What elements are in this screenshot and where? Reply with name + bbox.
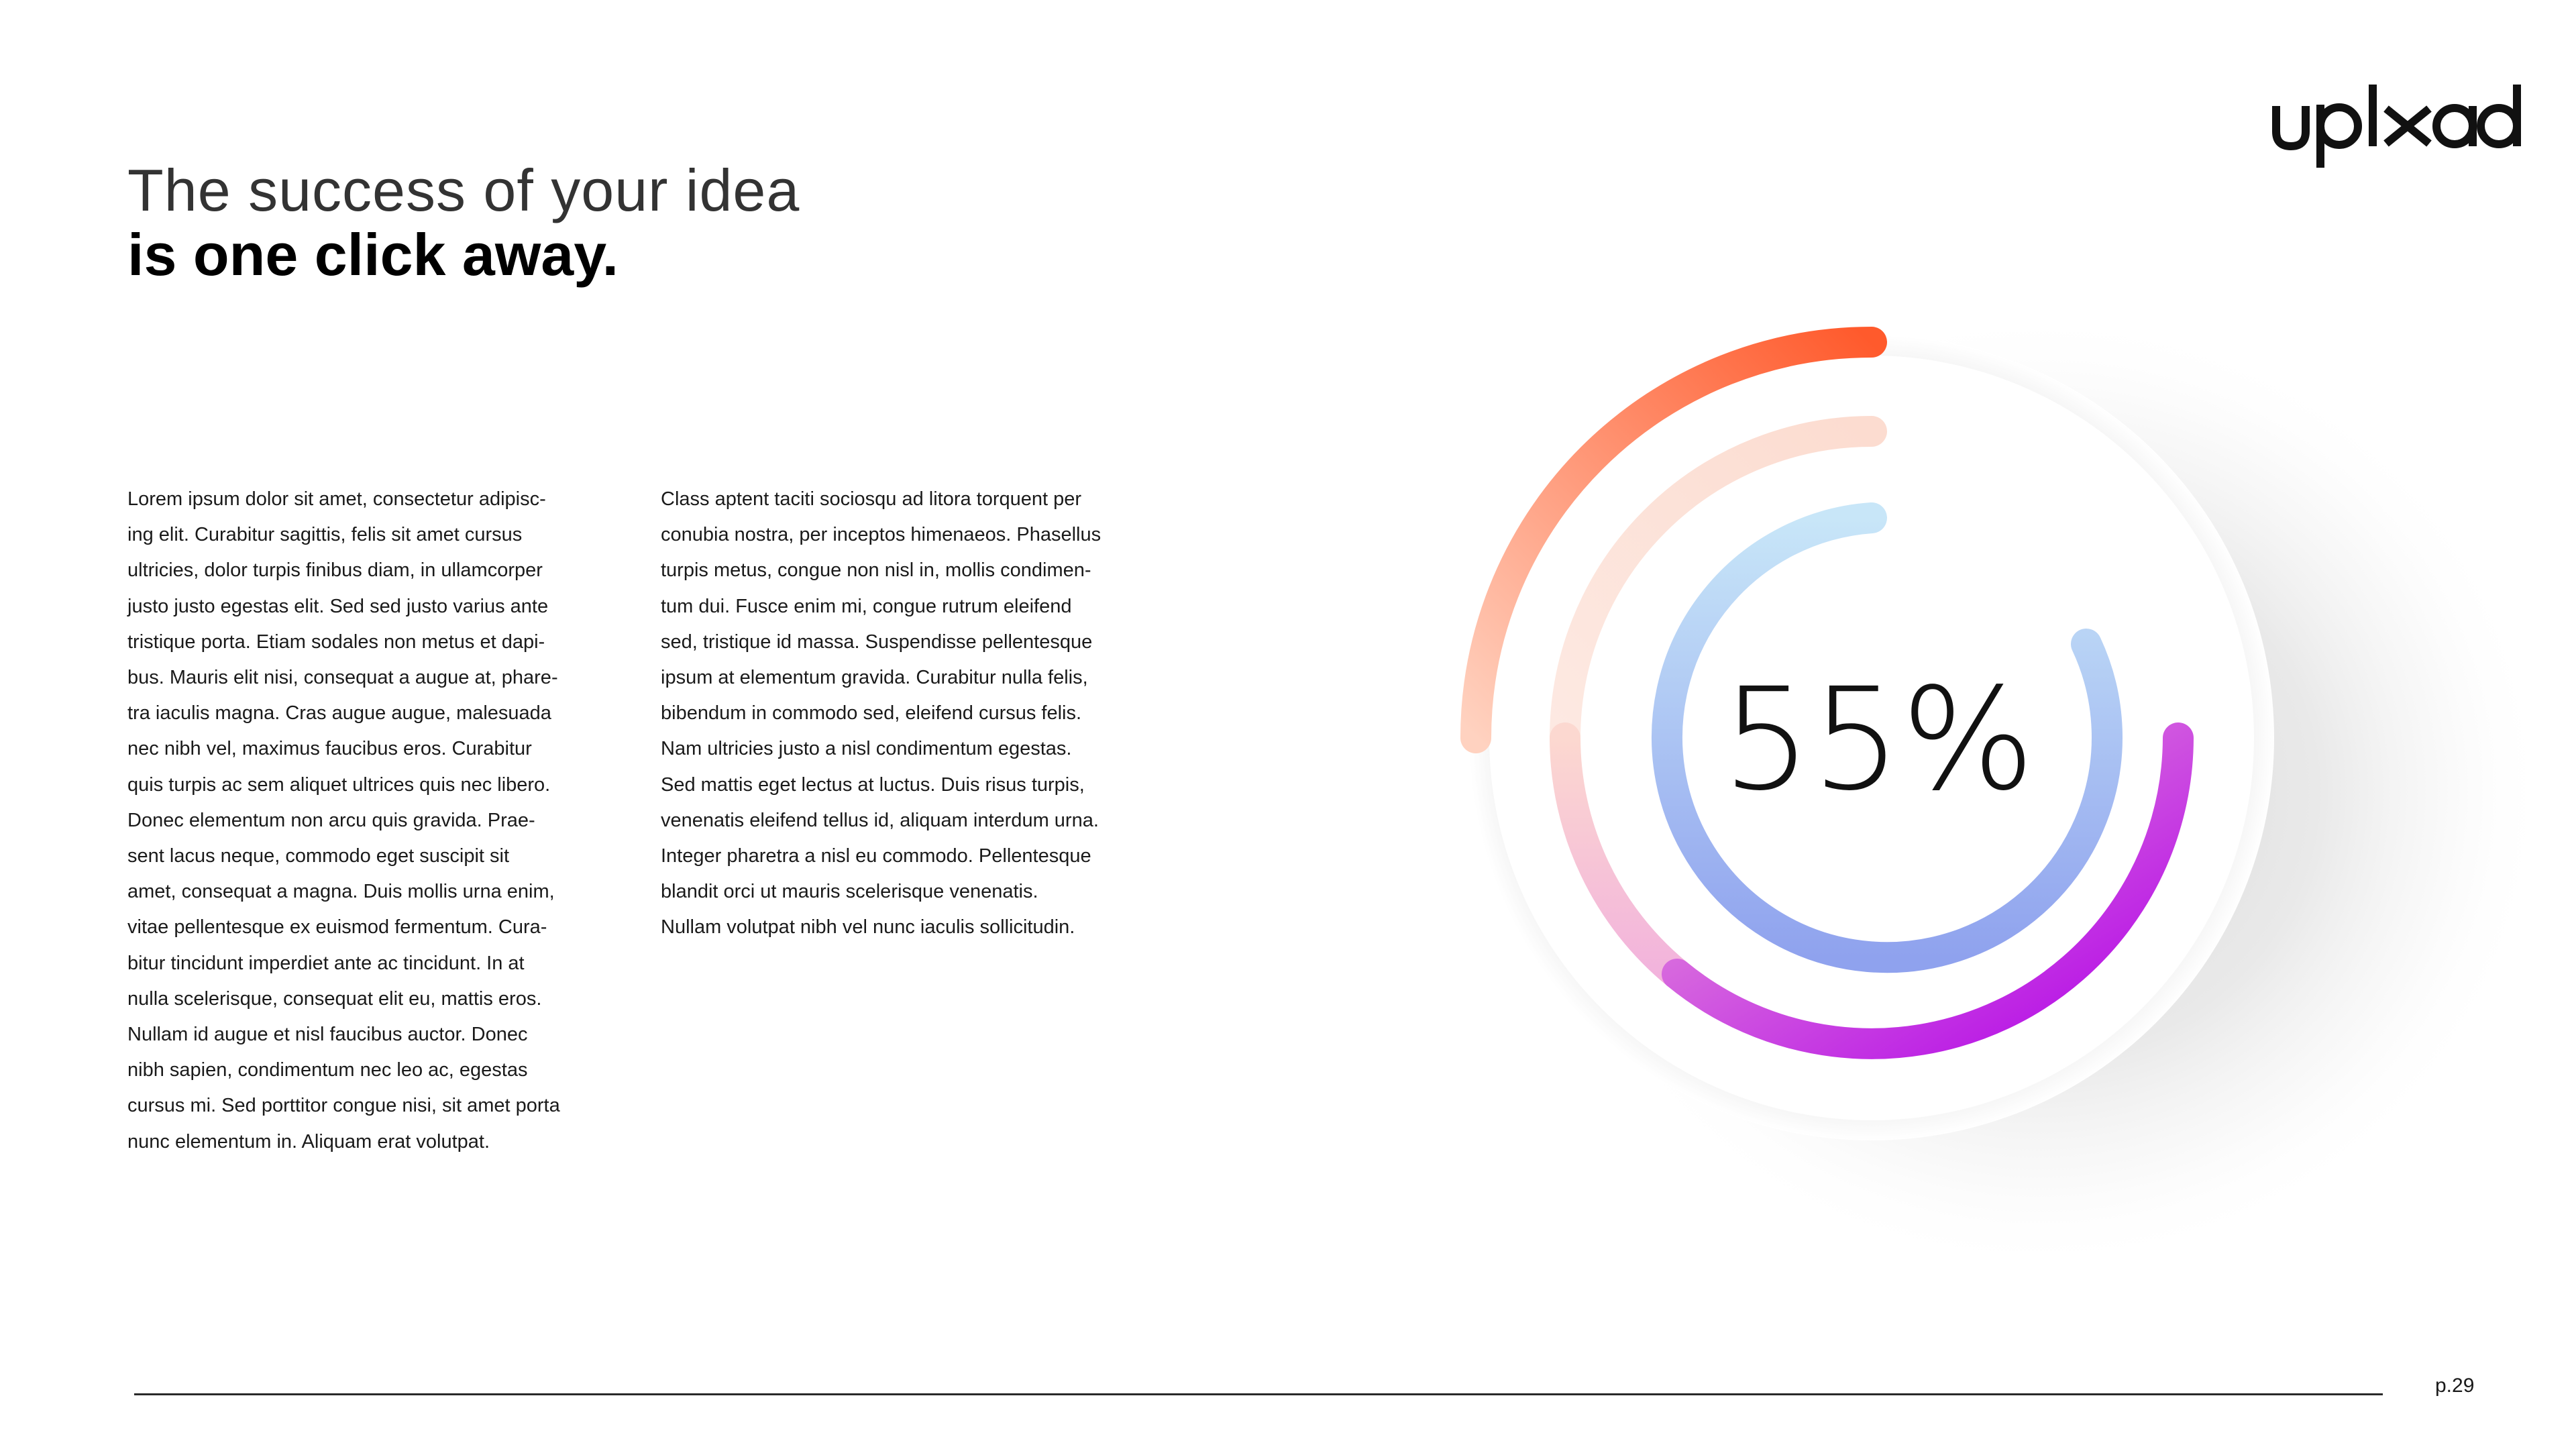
chart-disc-inner — [1489, 356, 2254, 1120]
body-col2-line: tum dui. Fusce enim mi, congue rutrum el… — [661, 595, 1072, 617]
ring-orange-arc — [1460, 327, 1887, 753]
body-col1-line: nulla scelerisque, consequat elit eu, ma… — [127, 987, 542, 1010]
heading-line-bold: is one click away. — [127, 221, 619, 288]
body-col1-line: justo justo egestas elit. Sed sed justo … — [127, 595, 549, 617]
body-col1-line: Donec elementum non arcu quis gravida. P… — [127, 809, 535, 831]
body-col2-line: blandit orci ut mauris scelerisque venen… — [661, 881, 1038, 903]
upload-logo-mark — [2272, 85, 2521, 168]
page-number: p.29 — [2435, 1375, 2475, 1397]
body-col2-line: Sed mattis eget lectus at luctus. Duis r… — [661, 773, 1085, 796]
ring-purple-arc — [1662, 722, 2194, 1059]
body-col1-line: nec nibh vel, maximus faucibus eros. Cur… — [127, 738, 532, 760]
body-col2-line: Class aptent taciti sociosqu ad litora t… — [661, 488, 1082, 510]
body-col1-line: ing elit. Curabitur sagittis, felis sit … — [127, 524, 523, 546]
page-heading: The success of your idea is one click aw… — [127, 161, 800, 292]
body-col1-line: cursus mi. Sed porttitor congue nisi, si… — [127, 1095, 560, 1117]
body-col2-line: Integer pharetra a nisl eu commodo. Pell… — [661, 845, 1091, 867]
body-col1-line: bitur tincidunt imperdiet ante ac tincid… — [127, 952, 525, 974]
body-col1-line: bus. Mauris elit nisi, consequat a augue… — [127, 667, 558, 689]
progress-percent-label: 55% — [1722, 657, 2035, 822]
body-col1-line: tristique porta. Etiam sodales non metus… — [127, 631, 545, 653]
body-col1-line: vitae pellentesque ex euismod fermentum.… — [127, 916, 547, 938]
body-col1-line: nibh sapien, condimentum nec leo ac, ege… — [127, 1059, 528, 1081]
body-col2-line: Nam ultricies justo a nisl condimentum e… — [661, 738, 1072, 760]
body-col2-line: sed, tristique id massa. Suspendisse pel… — [661, 631, 1093, 653]
body-col2-line: Nullam volutpat nibh vel nunc iaculis so… — [661, 916, 1075, 938]
progress-rings-chart: 55% — [1409, 282, 2576, 1449]
body-col2-line: conubia nostra, per inceptos himenaeos. … — [661, 524, 1102, 546]
body-col1-line: tra iaculis magna. Cras augue augue, mal… — [127, 702, 551, 724]
body-col1-line: amet, consequat a magna. Duis mollis urn… — [127, 881, 555, 903]
body-col1-line: sent lacus neque, commodo eget suscipit … — [127, 845, 510, 867]
ring-blue-arc — [1652, 502, 2123, 973]
body-col2-line: bibendum in commodo sed, eleifend cursus… — [661, 702, 1082, 724]
body-col1-line: ultricies, dolor turpis finibus diam, in… — [127, 559, 543, 582]
body-col1-line: Lorem ipsum dolor sit amet, consectetur … — [127, 488, 546, 510]
ring-peach-arc — [1550, 416, 1887, 753]
body-col1-line: nunc elementum in. Aliquam erat volutpat… — [127, 1130, 490, 1152]
upload-logo — [2271, 79, 2526, 170]
heading-line-light: The success of your idea — [127, 157, 800, 223]
body-col1-line: Nullam id augue et nisl faucibus auctor.… — [127, 1024, 528, 1046]
ring-peach-lower-arc — [1550, 722, 1693, 989]
body-col2-line: ipsum at elementum gravida. Curabitur nu… — [661, 667, 1088, 689]
body-text-column-1: Lorem ipsum dolor sit amet, consectetur … — [127, 482, 621, 1160]
body-col1-line: quis turpis ac sem aliquet ultrices quis… — [127, 773, 551, 796]
progress-rings-svg: 55% — [1460, 309, 2549, 1275]
body-col2-line: venenatis eleifend tellus id, aliquam in… — [661, 809, 1099, 831]
body-text-column-2: Class aptent taciti sociosqu ad litora t… — [661, 482, 1154, 946]
body-col2-line: turpis metus, congue non nisl in, mollis… — [661, 559, 1091, 582]
footer-divider — [134, 1393, 2383, 1395]
